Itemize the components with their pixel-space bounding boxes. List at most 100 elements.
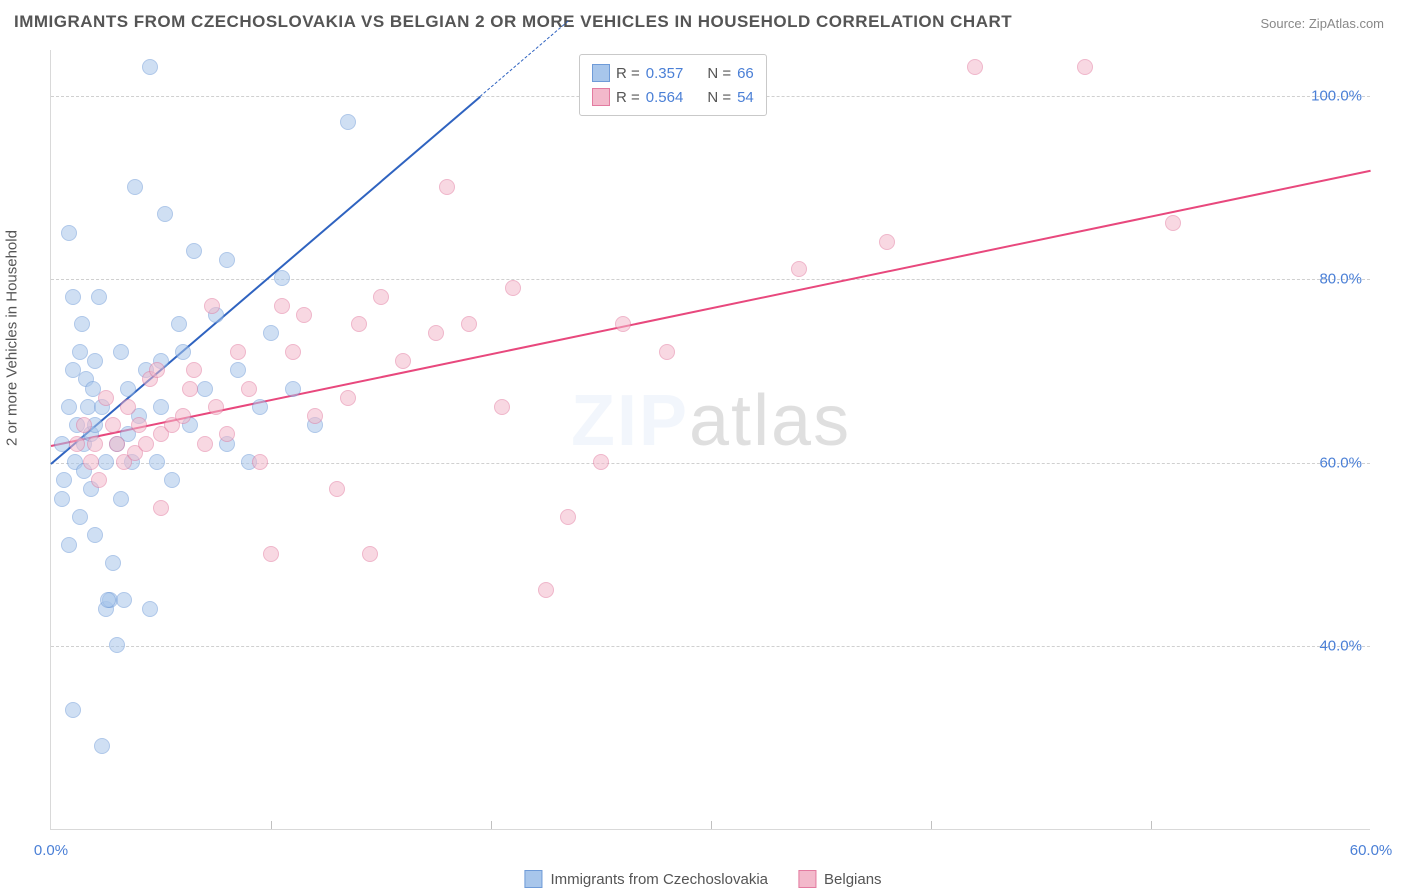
data-point: [340, 114, 356, 130]
data-point: [149, 362, 165, 378]
data-point: [351, 316, 367, 332]
data-point: [98, 454, 114, 470]
data-point: [219, 426, 235, 442]
data-point: [87, 527, 103, 543]
data-point: [538, 582, 554, 598]
x-tick-label: 60.0%: [1350, 842, 1393, 859]
data-point: [659, 344, 675, 360]
data-point: [56, 472, 72, 488]
watermark-atlas: atlas: [689, 381, 851, 461]
data-point: [208, 399, 224, 415]
data-point: [74, 316, 90, 332]
data-point: [109, 436, 125, 452]
data-point: [175, 344, 191, 360]
data-point: [105, 555, 121, 571]
data-point: [329, 481, 345, 497]
r-label: R =: [616, 89, 640, 106]
data-point: [76, 417, 92, 433]
gridline-h: [51, 646, 1370, 647]
y-tick-label: 80.0%: [1282, 271, 1362, 288]
legend-label: Immigrants from Czechoslovakia: [550, 871, 768, 888]
data-point: [204, 298, 220, 314]
data-point: [241, 381, 257, 397]
data-point: [274, 298, 290, 314]
data-point: [153, 500, 169, 516]
chart-container: IMMIGRANTS FROM CZECHOSLOVAKIA VS BELGIA…: [0, 0, 1406, 892]
data-point: [138, 436, 154, 452]
trend-line: [51, 169, 1371, 446]
data-point: [142, 601, 158, 617]
x-tick-mark: [711, 821, 712, 829]
data-point: [69, 436, 85, 452]
data-point: [109, 637, 125, 653]
data-point: [65, 289, 81, 305]
data-point: [182, 381, 198, 397]
chart-title: IMMIGRANTS FROM CZECHOSLOVAKIA VS BELGIA…: [14, 12, 1012, 32]
legend-row: R =0.357N =66: [592, 61, 754, 85]
data-point: [186, 243, 202, 259]
data-point: [142, 59, 158, 75]
correlation-legend: R = 0.357 N = 66 R =0.564N =54: [579, 54, 767, 116]
data-point: [428, 325, 444, 341]
legend-swatch: [798, 870, 816, 888]
data-point: [120, 399, 136, 415]
source-attribution: Source: ZipAtlas.com: [1260, 16, 1384, 31]
data-point: [61, 225, 77, 241]
data-point: [87, 353, 103, 369]
x-tick-mark: [491, 821, 492, 829]
data-point: [373, 289, 389, 305]
data-point: [91, 472, 107, 488]
data-point: [1077, 59, 1093, 75]
data-point: [72, 344, 88, 360]
data-point: [120, 381, 136, 397]
data-point: [230, 344, 246, 360]
data-point: [395, 353, 411, 369]
data-point: [296, 307, 312, 323]
y-tick-label: 60.0%: [1282, 454, 1362, 471]
data-point: [494, 399, 510, 415]
data-point: [439, 179, 455, 195]
x-tick-label: 0.0%: [34, 842, 68, 859]
data-point: [116, 592, 132, 608]
legend-item: Belgians: [798, 870, 882, 888]
data-point: [65, 702, 81, 718]
data-point: [615, 316, 631, 332]
x-tick-mark: [1151, 821, 1152, 829]
n-label: N =: [707, 65, 731, 82]
watermark: ZIPatlas: [571, 380, 851, 462]
data-point: [362, 546, 378, 562]
plot-area: ZIPatlas 40.0%60.0%80.0%100.0%0.0%60.0%R…: [50, 50, 1370, 830]
data-point: [164, 472, 180, 488]
data-point: [61, 537, 77, 553]
data-point: [98, 390, 114, 406]
legend-label: Belgians: [824, 871, 882, 888]
n-value: 66: [737, 65, 754, 82]
data-point: [263, 325, 279, 341]
data-point: [461, 316, 477, 332]
data-point: [263, 546, 279, 562]
data-point: [1165, 215, 1181, 231]
data-point: [505, 280, 521, 296]
gridline-h: [51, 279, 1370, 280]
data-point: [113, 344, 129, 360]
data-point: [560, 509, 576, 525]
data-point: [171, 316, 187, 332]
legend-swatch: [592, 64, 610, 82]
x-tick-mark: [271, 821, 272, 829]
trend-line-dash: [480, 21, 569, 97]
data-point: [197, 436, 213, 452]
legend-item: Immigrants from Czechoslovakia: [524, 870, 768, 888]
watermark-zip: ZIP: [571, 381, 689, 461]
data-point: [219, 252, 235, 268]
r-value: 0.357: [646, 65, 684, 82]
data-point: [87, 436, 103, 452]
legend-swatch: [524, 870, 542, 888]
legend-row: R =0.564N =54: [592, 85, 754, 109]
data-point: [131, 417, 147, 433]
data-point: [127, 179, 143, 195]
data-point: [197, 381, 213, 397]
data-point: [175, 408, 191, 424]
n-value: 54: [737, 89, 754, 106]
data-point: [91, 289, 107, 305]
data-point: [252, 399, 268, 415]
